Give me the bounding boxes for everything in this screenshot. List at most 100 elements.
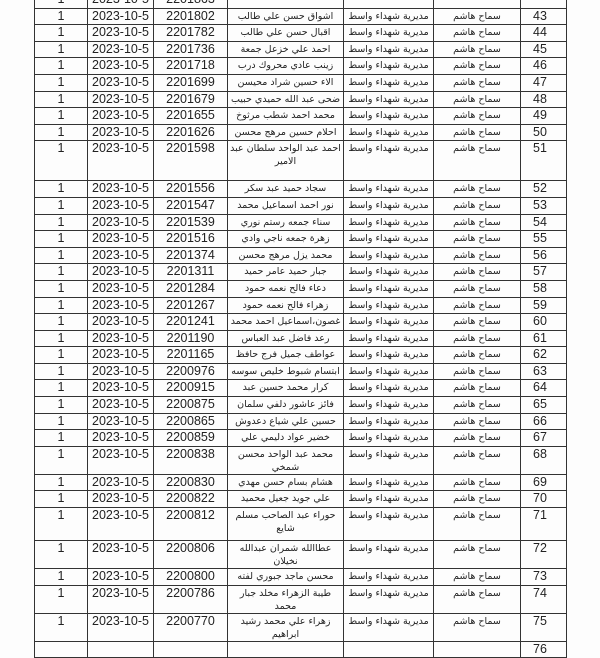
id-cell: 2200822 (153, 490, 228, 509)
table-row: 1 2023-10-5 2201782 اقبال حسن علي طالب مديري… (34, 24, 567, 42)
id-cell: 2200865 (153, 412, 228, 431)
staff-cell: سماح هاشم (433, 429, 521, 447)
name-cell: علي جويد جعيل محميد (227, 490, 344, 509)
staff-cell: سماح هاشم (433, 279, 521, 298)
staff-cell: سماح هاشم (433, 107, 521, 125)
id-cell: 2201718 (153, 57, 228, 75)
name-cell: زينب عادي محروك درب (227, 57, 344, 75)
department-cell: مديرية شهداء واسط (343, 507, 434, 542)
count-cell: 1 (34, 568, 88, 586)
staff-cell: سماح هاشم (433, 123, 521, 142)
department-cell: مديرية شهداء واسط (343, 279, 434, 298)
table-row: 1 2023-10-5 2201190 رعد فاضل عبد العباس مدير… (34, 329, 567, 348)
count-cell: 1 (34, 263, 88, 281)
id-cell: 2201626 (153, 123, 228, 142)
date-cell: 2023-10-5 (87, 296, 154, 315)
date-cell: 2023-10-5 (87, 24, 154, 42)
table-row: 1 2023-10-5 2201718 زينب عادي محروك درب مدير… (34, 57, 567, 75)
date-cell: 2023-10-5 (87, 507, 154, 542)
department-cell: مديرية شهداء واسط (343, 24, 434, 42)
row-number-cell: 61 (520, 329, 567, 348)
name-cell (227, 0, 344, 9)
count-cell: 1 (34, 445, 88, 475)
staff-cell: سماح هاشم (433, 490, 521, 509)
id-cell: 2201267 (153, 296, 228, 315)
row-number-cell: 57 (520, 263, 567, 281)
date-cell: 2023-10-5 (87, 568, 154, 586)
row-number-cell: 54 (520, 213, 567, 232)
records-table: 12023-10-5220186312023-10-52201802اشواق … (34, 0, 567, 658)
id-cell: 2201547 (153, 196, 228, 215)
count-cell: 1 (34, 246, 88, 265)
id-cell: 2200770 (153, 612, 228, 642)
count-cell: 1 (34, 473, 88, 492)
department-cell: مديرية شهداء واسط (343, 412, 434, 431)
row-number-cell: 60 (520, 313, 567, 331)
date-cell: 2023-10-5 (87, 90, 154, 109)
count-cell: 1 (34, 584, 88, 614)
row-number-cell: 70 (520, 490, 567, 509)
staff-cell: سماح هاشم (433, 612, 521, 642)
table-row: 1 2023-10-5 2200865 حسين علي شياع دعدوش مدير… (34, 412, 567, 431)
table-row: 1 2023-10-5 2201516 زهرة جمعه ناجي وادي مدير… (34, 230, 567, 248)
row-number-cell: 46 (520, 57, 567, 75)
department-cell: مديرية شهداء واسط (343, 90, 434, 109)
name-cell: محسن ماجد جبوري لفته (227, 568, 344, 586)
department-cell: مديرية شهداء واسط (343, 584, 434, 614)
count-cell: 1 (34, 346, 88, 364)
row-number-cell: 74 (520, 584, 567, 614)
row-number-cell: 72 (520, 540, 567, 570)
date-cell: 2023-10-5 (87, 396, 154, 414)
date-cell: 2023-10-5 (87, 57, 154, 75)
row-number-cell: 45 (520, 40, 567, 59)
id-cell: 2201736 (153, 40, 228, 59)
department-cell: مديرية شهداء واسط (343, 73, 434, 92)
date-cell: 2023-10-5 (87, 263, 154, 281)
date-cell: 2023-10-5 (87, 213, 154, 232)
count-cell: 1 (34, 279, 88, 298)
name-cell: ابتسام شبوط خليص سوسه (227, 362, 344, 381)
row-number-cell: 65 (520, 396, 567, 414)
count-cell: 1 (34, 230, 88, 248)
count-cell: 1 (34, 412, 88, 431)
staff-cell: سماح هاشم (433, 568, 521, 586)
id-cell: 2201782 (153, 24, 228, 42)
id-cell: 2201190 (153, 329, 228, 348)
name-cell: نور احمد اسماعيل محمد (227, 196, 344, 215)
id-cell: 2201516 (153, 230, 228, 248)
count-cell: 1 (34, 24, 88, 42)
name-cell: محمد عبد الواحد محسن شمخي (227, 445, 344, 475)
table-row: 1 2023-10-5 2201284 دعاء فالح نعمه حمود مدير… (34, 279, 567, 298)
name-cell: زهراء علي محمد رشيد ابراهيم (227, 612, 344, 642)
department-cell (343, 0, 434, 9)
row-number-cell: 76 (520, 640, 567, 658)
table-row: 1 2023-10-5 2201267 زهراء فالح نعمه حمود مدي… (34, 296, 567, 315)
staff-cell (433, 0, 521, 9)
name-cell: سناء جمعه رستم نوري (227, 213, 344, 232)
count-cell: 1 (34, 379, 88, 398)
department-cell: مديرية شهداء واسط (343, 379, 434, 398)
staff-cell: سماح هاشم (433, 396, 521, 414)
row-number-cell (520, 0, 567, 9)
count-cell: 1 (34, 73, 88, 92)
department-cell: مديرية شهداء واسط (343, 396, 434, 414)
table-row: 1 2023-10-5 2200822 علي جويد جعيل محميد مدير… (34, 490, 567, 509)
department-cell: مديرية شهداء واسط (343, 612, 434, 642)
row-number-cell: 71 (520, 507, 567, 542)
name-cell: فائز عاشور دلفي سلمان (227, 396, 344, 414)
id-cell: 2201374 (153, 246, 228, 265)
id-cell: 2201539 (153, 213, 228, 232)
count-cell: 1 (34, 362, 88, 381)
date-cell: 2023-10-5 (87, 246, 154, 265)
table-row: 1 2023-10-5 2201802 اشواق حسن علي طالب مديري… (34, 7, 567, 26)
staff-cell: سماح هاشم (433, 412, 521, 431)
department-cell: مديرية شهداء واسط (343, 429, 434, 447)
staff-cell: سماح هاشم (433, 140, 521, 182)
name-cell: دعاء فالح نعمه حمود (227, 279, 344, 298)
table-row: 1 2023-10-5 2201539 سناء جمعه رستم نوري مدير… (34, 213, 567, 232)
table-row: 1 2023-10-5 2201374 محمد يزل مرهج محسن مديري… (34, 246, 567, 265)
id-cell: 2200812 (153, 507, 228, 542)
department-cell: مديرية شهداء واسط (343, 7, 434, 26)
count-cell: 1 (34, 140, 88, 182)
staff-cell: سماح هاشم (433, 313, 521, 331)
